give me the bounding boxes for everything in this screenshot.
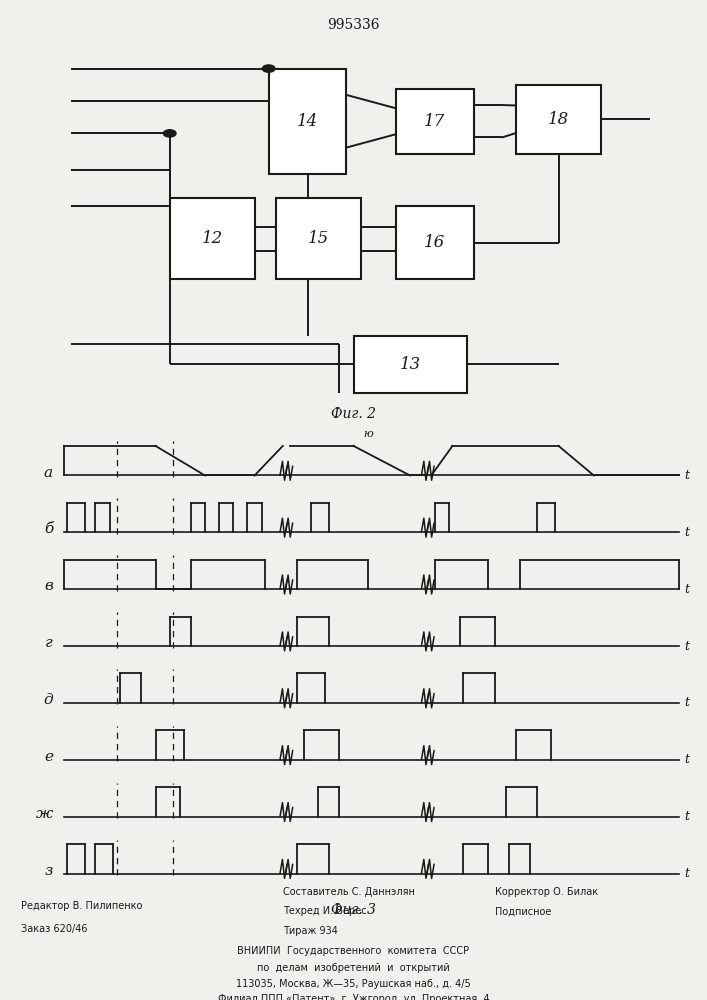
Text: Редактор В. Пилипенко: Редактор В. Пилипенко <box>21 901 143 911</box>
Bar <box>354 336 467 393</box>
Text: Филиал ППП «Патент», г. Ужгород, ул. Проектная, 4: Филиал ППП «Патент», г. Ужгород, ул. Про… <box>218 994 489 1000</box>
Text: t: t <box>684 867 689 880</box>
Text: Тираж 934: Тираж 934 <box>283 926 338 936</box>
Text: Заказ 620/46: Заказ 620/46 <box>21 924 88 934</box>
Text: ю: ю <box>363 429 373 439</box>
Text: в: в <box>44 579 53 593</box>
Text: 12: 12 <box>201 230 223 247</box>
Text: Фиг. 3: Фиг. 3 <box>331 903 376 917</box>
Text: Техред И. Верес: Техред И. Верес <box>283 906 366 916</box>
Text: t: t <box>684 810 689 823</box>
Text: по  делам  изобретений  и  открытий: по делам изобретений и открытий <box>257 963 450 973</box>
Text: t: t <box>684 753 689 766</box>
Text: 113035, Москва, Ж—35, Раушская наб., д. 4/5: 113035, Москва, Ж—35, Раушская наб., д. … <box>236 979 471 989</box>
Text: Корректор О. Билак: Корректор О. Билак <box>495 887 598 897</box>
Text: ВНИИПИ  Государственного  комитета  СССР: ВНИИПИ Государственного комитета СССР <box>238 946 469 956</box>
Text: 18: 18 <box>548 111 569 128</box>
Bar <box>396 89 474 154</box>
Circle shape <box>262 65 275 72</box>
Text: t: t <box>684 696 689 710</box>
Text: ж: ж <box>35 807 53 821</box>
Bar <box>170 198 255 279</box>
Bar <box>396 206 474 279</box>
Text: з: з <box>45 864 53 878</box>
Text: б: б <box>44 522 53 536</box>
Text: t: t <box>684 583 689 596</box>
Text: 15: 15 <box>308 230 329 247</box>
Circle shape <box>163 130 176 137</box>
Bar <box>516 85 601 154</box>
Text: д: д <box>43 693 53 707</box>
Text: t: t <box>684 526 689 539</box>
Text: Фиг. 2: Фиг. 2 <box>331 407 376 421</box>
Text: а: а <box>44 466 53 480</box>
Text: г: г <box>45 636 53 650</box>
Bar <box>276 198 361 279</box>
Text: t: t <box>684 640 689 653</box>
Text: 17: 17 <box>424 113 445 130</box>
Text: Составитель С. Даннэлян: Составитель С. Даннэлян <box>283 887 415 897</box>
Text: 14: 14 <box>297 113 318 130</box>
Bar <box>269 69 346 174</box>
Text: t: t <box>684 469 689 482</box>
Text: 16: 16 <box>424 234 445 251</box>
Text: 13: 13 <box>399 356 421 373</box>
Text: Подписное: Подписное <box>495 906 551 916</box>
Text: е: е <box>44 750 53 764</box>
Text: 995336: 995336 <box>327 18 380 32</box>
